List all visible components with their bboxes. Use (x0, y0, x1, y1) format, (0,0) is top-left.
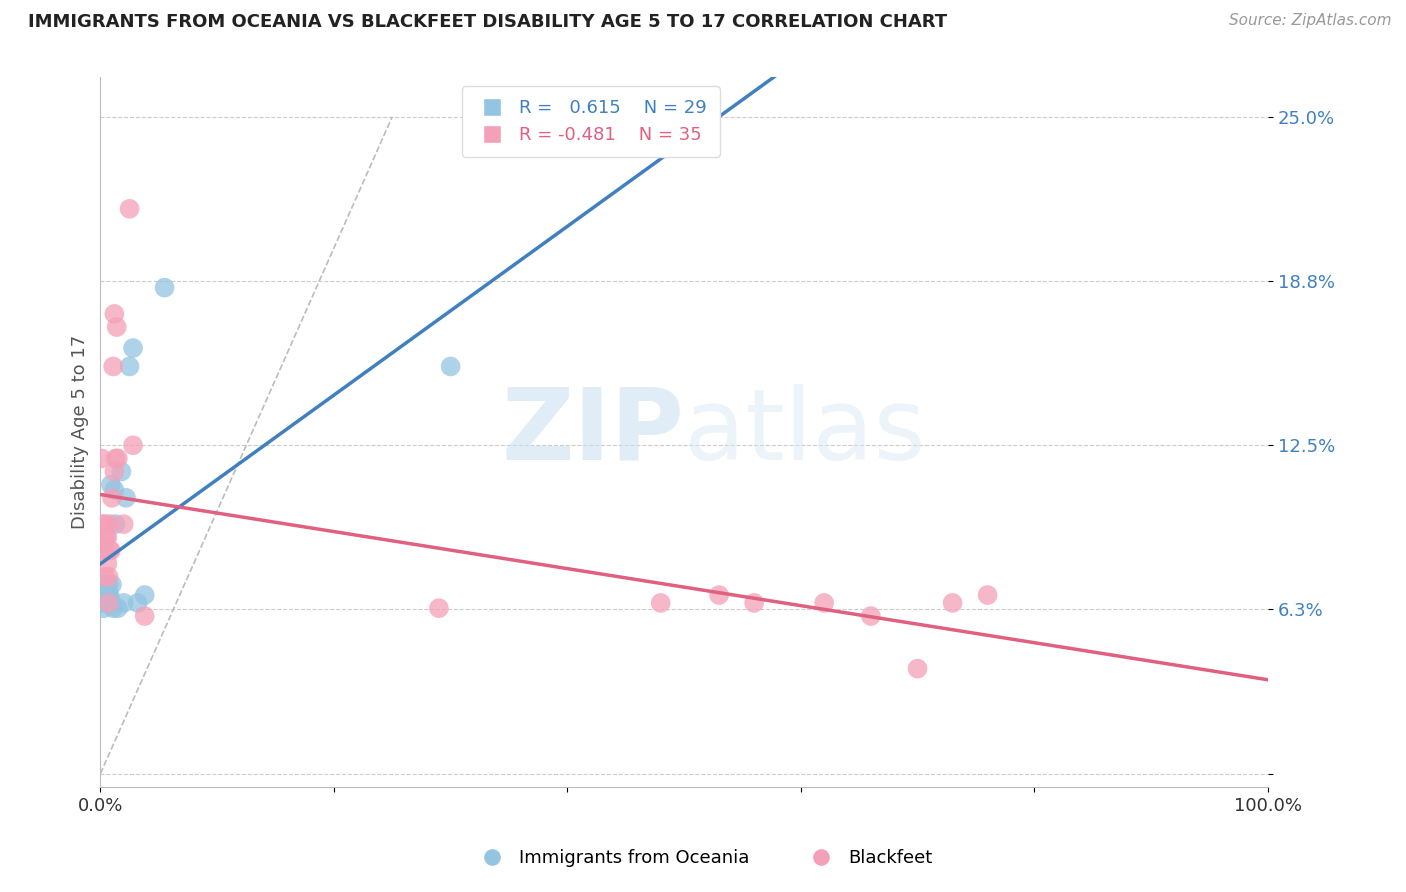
Point (97, 577, 120, 591)
Point (115, 491, 138, 505)
Point (104, 451, 127, 466)
Point (707, 588, 730, 602)
Point (127, 596, 149, 610)
Point (100, 543, 122, 558)
Point (97, 569, 120, 583)
Point (813, 596, 835, 610)
Point (96, 530, 118, 544)
Point (98, 543, 121, 558)
Point (100, 477, 122, 491)
Point (118, 359, 141, 374)
Point (103, 483, 125, 497)
Point (98, 517, 121, 532)
Point (103, 601, 125, 615)
Point (112, 517, 135, 532)
Point (134, 588, 156, 602)
Point (91, 543, 114, 558)
Point (91, 577, 114, 591)
Point (859, 609, 882, 624)
Point (94, 569, 117, 583)
Point (96, 530, 118, 544)
Point (91, 517, 114, 532)
Legend: R =   0.615    N = 29, R = -0.481    N = 35: R = 0.615 N = 29, R = -0.481 N = 35 (461, 87, 720, 157)
Point (93, 582, 115, 597)
Point (90, 451, 112, 466)
Point (96, 596, 118, 610)
Point (104, 517, 127, 532)
Point (91, 588, 114, 602)
Point (976, 588, 998, 602)
Point (153, 280, 176, 294)
Point (107, 601, 129, 615)
Point (96, 557, 118, 571)
Point (105, 320, 128, 334)
Point (94, 517, 117, 532)
Point (122, 341, 145, 355)
Point (122, 438, 145, 452)
Point (439, 359, 461, 374)
Text: Source: ZipAtlas.com: Source: ZipAtlas.com (1229, 13, 1392, 29)
Text: ZIP: ZIP (501, 384, 685, 481)
Point (101, 491, 124, 505)
Point (650, 596, 672, 610)
Point (97, 596, 120, 610)
Point (107, 451, 129, 466)
Point (103, 359, 125, 374)
Point (93, 601, 115, 615)
Point (101, 577, 124, 591)
Point (112, 596, 135, 610)
Text: atlas: atlas (685, 384, 925, 481)
Point (427, 601, 450, 615)
Point (942, 596, 965, 610)
Point (134, 609, 156, 624)
Legend: Immigrants from Oceania, Blackfeet: Immigrants from Oceania, Blackfeet (467, 842, 939, 874)
Text: IMMIGRANTS FROM OCEANIA VS BLACKFEET DISABILITY AGE 5 TO 17 CORRELATION CHART: IMMIGRANTS FROM OCEANIA VS BLACKFEET DIS… (28, 13, 948, 31)
Point (96, 582, 118, 597)
Point (98, 588, 121, 602)
Point (94, 588, 117, 602)
Point (118, 202, 141, 216)
Point (103, 465, 125, 479)
Point (93, 543, 115, 558)
Point (103, 307, 125, 321)
Point (90, 596, 112, 610)
Point (96, 596, 118, 610)
Point (93, 530, 115, 544)
Point (97, 588, 120, 602)
Point (742, 596, 765, 610)
Point (907, 662, 929, 676)
Point (96, 588, 118, 602)
Point (110, 465, 132, 479)
Y-axis label: Disability Age 5 to 17: Disability Age 5 to 17 (72, 335, 89, 529)
Point (101, 596, 124, 610)
